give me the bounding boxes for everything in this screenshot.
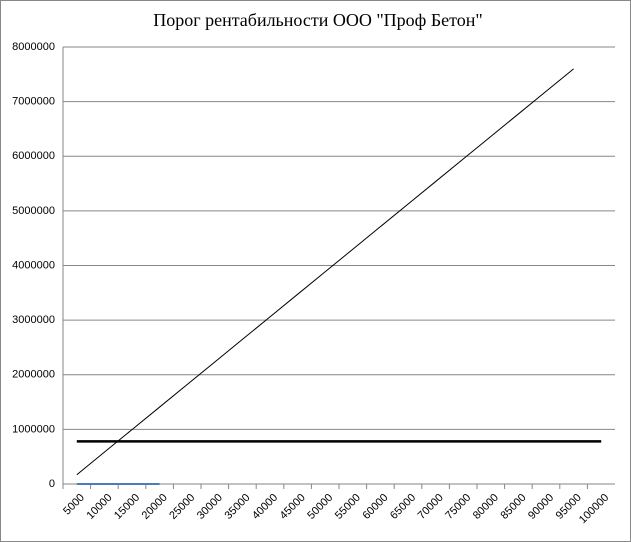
y-tick-label: 2000000 <box>12 369 55 381</box>
y-tick-label: 0 <box>49 478 55 490</box>
y-tick-label: 4000000 <box>12 259 55 271</box>
y-tick-label: 5000000 <box>12 205 55 217</box>
y-tick-label: 8000000 <box>12 41 55 53</box>
y-tick-label: 3000000 <box>12 314 55 326</box>
y-tick-label: 6000000 <box>12 150 55 162</box>
series-line <box>76 68 574 476</box>
chart-title: Порог рентабильности ООО "Проф Бетон" <box>153 10 483 30</box>
y-tick-label: 1000000 <box>12 423 55 435</box>
y-tick-label: 7000000 <box>12 96 55 108</box>
